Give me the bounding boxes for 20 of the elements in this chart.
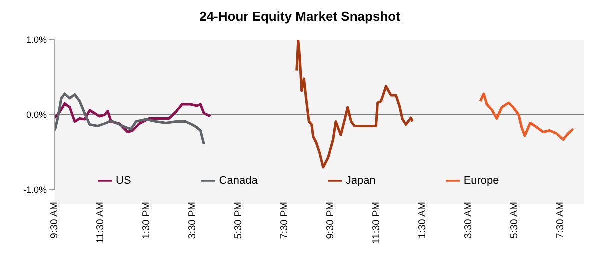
x-tick-label: 9:30 AM: [50, 202, 60, 239]
x-tick-label: 3:30 PM: [188, 202, 198, 240]
x-tick-label: 5:30 PM: [234, 202, 244, 240]
x-tick-label: 1:30 AM: [418, 202, 428, 239]
x-tick-label: 3:30 AM: [464, 202, 474, 239]
chart-title: 24-Hour Equity Market Snapshot: [198, 8, 402, 26]
x-tick-label: 1:30 PM: [142, 202, 152, 240]
legend-label: Japan: [346, 174, 376, 187]
x-tick-label: 9:30 PM: [326, 202, 336, 240]
x-tick-label: 7:30 PM: [280, 202, 290, 240]
x-tick-label: 5:30 AM: [510, 202, 520, 239]
x-tick-label: 7:30 AM: [556, 202, 566, 239]
y-tick-label: 1.0%: [26, 35, 47, 46]
x-tick-label: 11:30 PM: [372, 202, 382, 244]
legend-label: Europe: [464, 174, 500, 187]
y-tick-label: -1.0%: [23, 185, 47, 196]
legend-label: US: [116, 174, 132, 187]
y-tick-label: 0.0%: [26, 110, 47, 120]
x-tick-label: 11:30 AM: [96, 202, 106, 244]
legend-label: Canada: [219, 174, 258, 187]
